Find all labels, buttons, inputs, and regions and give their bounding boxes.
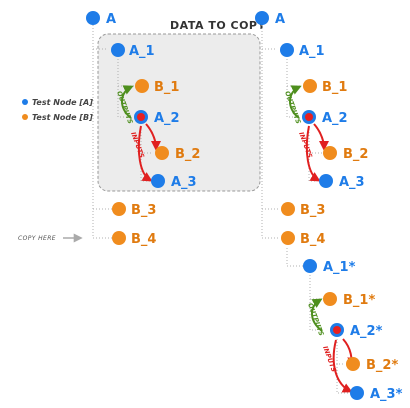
legend: Test Node [A] Test Node [B]	[22, 98, 93, 122]
node-label: A_3	[339, 175, 365, 190]
tree-node-selected[interactable]: A_2	[134, 110, 180, 126]
inputs-arrow	[305, 125, 321, 182]
node-label: B_2	[343, 147, 368, 162]
node-label: A_3*	[370, 387, 403, 402]
tree-node[interactable]: B_3	[112, 202, 156, 218]
inputs-arrow	[145, 123, 161, 151]
tree-node[interactable]: B_1*	[323, 292, 375, 308]
inputs-arrow	[137, 125, 153, 182]
tree-node[interactable]: B_2	[155, 146, 200, 162]
tree-node[interactable]: B_2	[323, 146, 368, 162]
copy-here-label: COPY HERE	[18, 235, 56, 242]
tree-node[interactable]: B_2*	[346, 357, 398, 373]
node-label: A_2	[154, 111, 180, 126]
node-label: B_1	[322, 80, 347, 95]
node-label: A_2	[322, 111, 348, 126]
tree-node-selected[interactable]: A_2	[302, 110, 348, 126]
node-label: B_4	[131, 232, 156, 247]
tree-node[interactable]: A	[86, 11, 116, 27]
node-label: A	[275, 12, 285, 27]
node-label: B_2*	[366, 358, 398, 373]
node-label: A_1	[129, 44, 155, 59]
tree-node[interactable]: A_1*	[303, 259, 356, 275]
tree-node[interactable]: B_4	[281, 231, 325, 247]
inputs-label: INPUTS	[321, 345, 338, 373]
legend-label-a: Test Node [A]	[32, 98, 93, 107]
tree-node[interactable]: A_3	[319, 174, 365, 190]
inputs-label: INPUTS	[297, 131, 314, 159]
node-label: B_1*	[343, 293, 375, 308]
tree-node[interactable]: B_1	[135, 79, 179, 95]
outputs-arrow	[289, 85, 302, 119]
tree-node[interactable]: A_3	[151, 174, 197, 190]
legend-marker-a	[22, 99, 28, 105]
node-label: B_3	[300, 203, 325, 218]
tree-node[interactable]: B_3	[281, 202, 325, 218]
node-label: A_1*	[323, 260, 356, 275]
node-label: B_2	[175, 147, 200, 162]
tree-node[interactable]: B_4	[112, 231, 156, 247]
inputs-arrow	[313, 123, 329, 151]
legend-label-b: Test Node [B]	[32, 113, 93, 122]
node-label: B_1	[154, 80, 179, 95]
copy-region-title: DATA TO COPY	[170, 19, 266, 32]
right-tree: A A_1 B_1 A_2 B_2 A_3 B_3 B_4 A_1* B_1* …	[255, 11, 403, 402]
node-label: A_1	[299, 44, 325, 59]
tree-node[interactable]: A	[255, 11, 285, 27]
outputs-label: OUTPUTS	[306, 302, 325, 337]
outputs-arrow	[311, 298, 323, 332]
tree-node[interactable]: B_1	[303, 79, 347, 95]
tree-node[interactable]: A_1	[280, 43, 325, 59]
legend-marker-b	[22, 114, 28, 120]
tree-node-selected[interactable]: A_2*	[330, 323, 383, 339]
left-tree: A A_1 B_1 A_2 B_2 A_3 B_3 B_4	[86, 11, 200, 247]
node-label: B_3	[131, 203, 156, 218]
node-label: A_2*	[350, 324, 383, 339]
tree-node[interactable]: A_3*	[350, 386, 403, 402]
outputs-label: OUTPUTS	[283, 90, 302, 125]
tree-node[interactable]: A_1	[111, 43, 155, 59]
node-label: A_3	[171, 175, 197, 190]
node-label: B_4	[300, 232, 325, 247]
inputs-arrow	[332, 339, 353, 393]
outputs-arrow	[121, 85, 134, 119]
node-label: A	[106, 12, 116, 27]
